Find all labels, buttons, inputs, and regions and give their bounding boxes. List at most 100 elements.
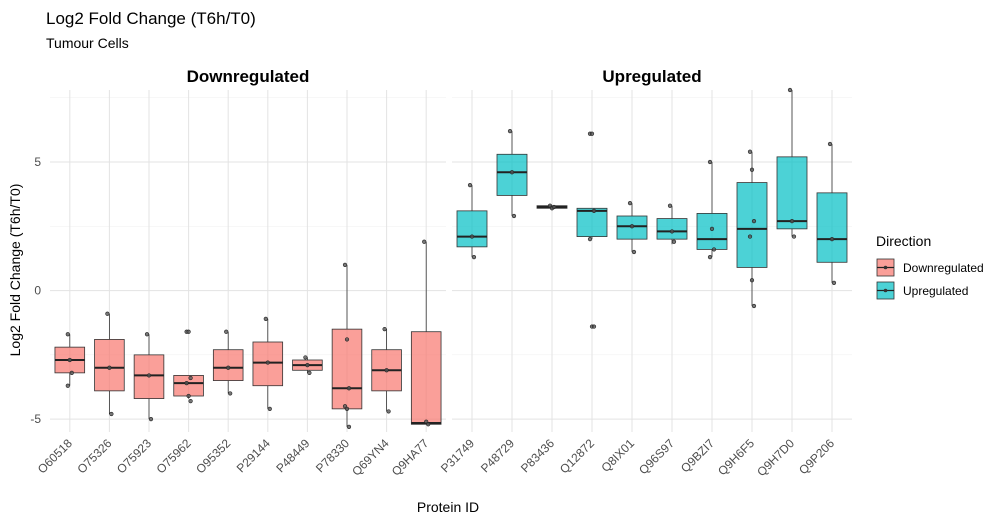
- data-point: [186, 393, 191, 399]
- data-point: [631, 249, 637, 255]
- box-iqr: [331, 328, 363, 410]
- x-tick-label: Q8IX01: [598, 436, 637, 475]
- box-iqr: [94, 339, 125, 392]
- x-tick-label: O75923: [114, 436, 154, 476]
- data-point: [471, 255, 477, 260]
- x-tick-label: P31749: [438, 436, 477, 475]
- data-point: [344, 406, 350, 411]
- x-tick-label: P83436: [518, 436, 557, 475]
- data-point: [831, 280, 837, 285]
- legend-item-upregulated: Upregulated: [876, 281, 968, 300]
- x-tick-label: Q12872: [557, 436, 597, 476]
- data-point: [751, 303, 757, 309]
- data-point: [346, 424, 352, 429]
- data-point: [747, 234, 753, 239]
- data-point: [422, 239, 427, 244]
- chart-subtitle: Tumour Cells: [46, 35, 129, 51]
- box-Q9H7D0: [776, 87, 808, 239]
- data-point: [627, 201, 633, 206]
- x-tick-label: Q9HA77: [389, 436, 432, 479]
- x-axis-label: Protein ID: [417, 499, 479, 515]
- data-point: [667, 203, 673, 208]
- data-point: [426, 422, 431, 427]
- data-point: [184, 381, 189, 386]
- data-point: [109, 411, 114, 417]
- data-point: [707, 255, 713, 260]
- box-iqr: [696, 213, 728, 250]
- data-point: [589, 131, 595, 136]
- data-point: [591, 208, 597, 213]
- data-point: [791, 234, 797, 239]
- x-tick-label: Q9BZI7: [678, 436, 717, 475]
- x-tick-label: Q9H7D0: [754, 436, 797, 479]
- x-tick-label: P78330: [313, 436, 352, 475]
- y-tick-label: -5: [30, 412, 41, 426]
- data-point: [265, 360, 270, 365]
- data-point: [629, 224, 635, 229]
- box-P48729: [496, 129, 528, 219]
- x-tick-label: P48449: [273, 436, 312, 475]
- x-tick-label: Q96S97: [636, 436, 677, 477]
- box-iqr: [816, 192, 848, 263]
- data-point: [67, 357, 72, 363]
- box-Q9HA77: [410, 239, 442, 427]
- data-point: [224, 329, 229, 334]
- data-point: [386, 409, 391, 414]
- data-point: [226, 365, 231, 370]
- data-point: [146, 373, 152, 378]
- x-tick-label: O95352: [193, 436, 233, 476]
- x-tick-label: Q69YN4: [349, 436, 392, 479]
- box-O60518: [54, 332, 86, 388]
- box-iqr: [212, 349, 244, 381]
- data-point: [707, 159, 713, 165]
- legend-title: Direction: [876, 233, 931, 249]
- data-point: [69, 370, 74, 375]
- data-point: [305, 363, 310, 368]
- data-point: [671, 239, 677, 244]
- box-Q9H6F5: [736, 149, 768, 309]
- data-point: [148, 417, 154, 422]
- data-point: [829, 237, 835, 242]
- legend-label: Downregulated: [903, 261, 984, 275]
- data-point: [827, 141, 833, 147]
- box-P31749: [456, 183, 488, 260]
- box-iqr: [496, 153, 528, 196]
- data-point: [384, 368, 389, 373]
- data-point: [709, 226, 715, 231]
- x-tick-label: Q9P206: [796, 436, 837, 477]
- data-point: [591, 324, 597, 329]
- x-tick-label: O75962: [154, 436, 194, 476]
- data-point: [711, 247, 717, 252]
- data-point: [787, 87, 793, 93]
- data-point: [344, 337, 350, 342]
- data-point: [228, 391, 233, 396]
- box-iqr: [656, 218, 688, 240]
- data-point: [342, 262, 348, 267]
- x-tick-label: Q9H6F5: [715, 436, 757, 478]
- box-Q9BZI7: [696, 159, 728, 260]
- box-P29144: [252, 316, 284, 411]
- y-tick-label: 0: [34, 284, 41, 298]
- data-point: [751, 219, 757, 224]
- box-Q8IX01: [616, 201, 648, 255]
- box-P78330: [331, 262, 363, 429]
- box-Q9P206: [816, 141, 848, 285]
- panel-strip-label: Downregulated: [187, 67, 310, 86]
- box-O75962: [173, 329, 204, 404]
- data-point: [186, 329, 191, 334]
- legend: Direction Downregulated Upregulated: [876, 233, 984, 300]
- panel-strip-label: Upregulated: [602, 67, 701, 86]
- box-Q12872: [576, 131, 608, 329]
- data-point: [263, 316, 268, 321]
- data-point: [105, 311, 110, 316]
- box-O95352: [212, 329, 244, 396]
- x-tick-label: O60518: [35, 436, 75, 476]
- legend-item-downregulated: Downregulated: [876, 258, 984, 277]
- y-axis-label: Log2 Fold Change (T6h/T0): [7, 184, 23, 357]
- data-point: [107, 365, 112, 370]
- box-P83436: [536, 203, 568, 211]
- box-P48449: [292, 355, 323, 375]
- data-point: [789, 219, 795, 224]
- box-Q69YN4: [371, 327, 402, 414]
